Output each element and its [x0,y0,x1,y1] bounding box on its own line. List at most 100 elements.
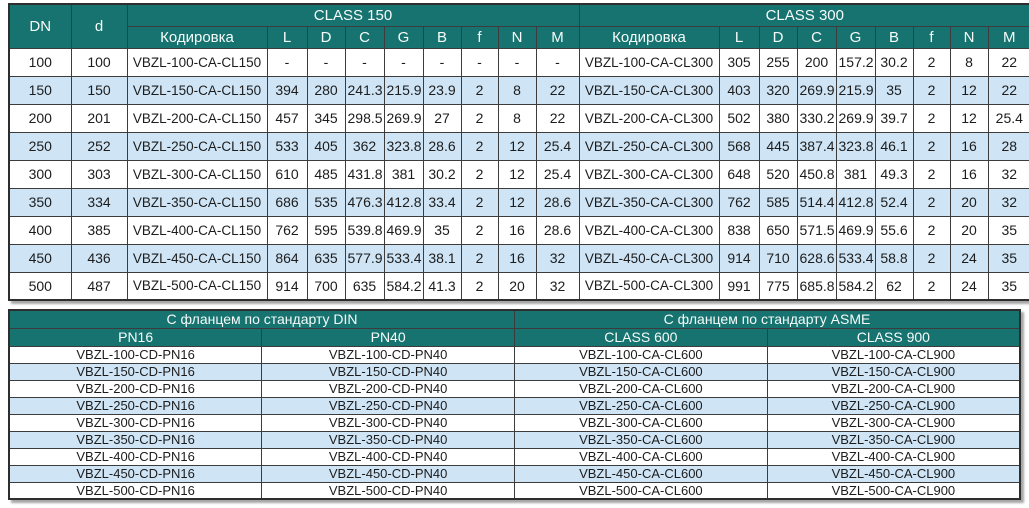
dim-d-cl300: 585 [758,187,798,217]
code-cell-cl150: VBZL-150-CA-CL150 [126,75,268,105]
dim-c-cl150: 362 [344,131,385,161]
dim-m-cl150: 32 [535,243,580,273]
col-header-m-cl150: M [535,25,580,49]
table-row: VBZL-250-CD-PN16 VBZL-250-CD-PN40 VBZL-2… [8,396,1021,415]
dim-g-cl300: 157.2 [835,47,876,77]
code-cell-pn40: VBZL-100-CD-PN40 [261,345,515,364]
dim-f-cl300: 2 [912,131,951,161]
dim-c-cl150: 298.5 [344,103,385,133]
dim-m-cl150: 22 [535,75,580,105]
table-row: VBZL-350-CD-PN16 VBZL-350-CD-PN40 VBZL-3… [8,430,1021,449]
d-cell: 487 [70,271,128,301]
code-cell-cl600: VBZL-150-CA-CL600 [514,362,768,381]
dim-m-cl300: 25.4 [987,103,1029,133]
code-cell-cl300: VBZL-400-CA-CL300 [578,215,720,245]
dim-g-cl300: 469.9 [835,215,876,245]
col-header-c-cl150: C [344,25,385,49]
dim-f-cl150: 2 [460,75,499,105]
dim-l-cl150: 394 [266,75,308,105]
dim-d-cl300: 255 [758,47,798,77]
code-cell-cl300: VBZL-200-CA-CL300 [578,103,720,133]
code-cell-pn40: VBZL-300-CD-PN40 [261,413,515,432]
col-header-n-cl150: N [497,25,537,49]
code-cell-cl600: VBZL-200-CA-CL600 [514,379,768,398]
code-cell-cl150: VBZL-100-CA-CL150 [126,47,268,77]
dim-f-cl150: 2 [460,243,499,273]
code-cell-cl900: VBZL-300-CA-CL900 [766,413,1021,432]
dim-d-cl300: 520 [758,159,798,189]
dim-m-cl150: 28.6 [535,187,580,217]
dim-n-cl300: 8 [949,47,989,77]
dim-d-cl300: 650 [758,215,798,245]
dim-l-cl150: 457 [266,103,308,133]
dim-m-cl300: 22 [987,47,1029,77]
col-header-dn: DN [8,3,72,49]
dim-n-cl150: 12 [497,187,537,217]
dim-m-cl150: 25.4 [535,159,580,189]
dim-b-cl150: 35 [422,215,462,245]
dim-n-cl150: - [497,47,537,77]
col-header-n-cl300: N [949,25,989,49]
dim-b-cl150: 28.6 [422,131,462,161]
group-header-class300: CLASS 300 [578,3,1029,27]
table-row: 150 150 VBZL-150-CA-CL150 394 280 241.3 … [8,75,1029,105]
d-cell: 436 [70,243,128,273]
dim-f-cl150: 2 [460,271,499,301]
dim-c-cl300: 685.8 [796,271,837,301]
dimensions-table-body: 100 100 VBZL-100-CA-CL150 - - - - - - - … [8,47,1029,301]
dim-f-cl150: 2 [460,131,499,161]
dim-l-cl300: 838 [718,215,760,245]
col-header-class600: CLASS 600 [514,327,768,347]
dim-d-cl300: 320 [758,75,798,105]
dim-g-cl150: 469.9 [383,215,424,245]
code-cell-cl600: VBZL-300-CA-CL600 [514,413,768,432]
col-header-code-cl300: Кодировка [578,25,720,49]
code-cell-cl300: VBZL-450-CA-CL300 [578,243,720,273]
dim-c-cl150: - [344,47,385,77]
col-header-pn16: PN16 [8,327,263,347]
col-header-d: d [70,3,128,49]
col-header-f-cl150: f [460,25,499,49]
dim-g-cl300: 381 [835,159,876,189]
dim-g-cl300: 533.4 [835,243,876,273]
col-header-pn40: PN40 [261,327,515,347]
dim-f-cl300: 2 [912,103,951,133]
dim-l-cl300: 502 [718,103,760,133]
d-cell: 252 [70,131,128,161]
code-cell-pn16: VBZL-500-CD-PN16 [8,481,263,500]
col-header-b-cl300: B [874,25,914,49]
flange-codes-table: С фланцем по стандарту DIN С фланцем по … [8,309,1021,500]
table-row: 200 201 VBZL-200-CA-CL150 457 345 298.5 … [8,103,1029,133]
dim-m-cl300: 35 [987,243,1029,273]
dn-cell: 400 [8,215,72,245]
dim-m-cl150: 28.6 [535,215,580,245]
dim-g-cl150: 269.9 [383,103,424,133]
col-header-d-dim-cl150: D [306,25,346,49]
d-cell: 100 [70,47,128,77]
dim-n-cl150: 16 [497,215,537,245]
rating-header-row: PN16 PN40 CLASS 600 CLASS 900 [8,327,1021,347]
dim-d-cl300: 445 [758,131,798,161]
code-cell-cl900: VBZL-350-CA-CL900 [766,430,1021,449]
dn-cell: 450 [8,243,72,273]
code-cell-pn16: VBZL-150-CD-PN16 [8,362,263,381]
dim-b-cl150: 38.1 [422,243,462,273]
dim-n-cl300: 20 [949,215,989,245]
dim-n-cl150: 16 [497,243,537,273]
code-cell-cl900: VBZL-200-CA-CL900 [766,379,1021,398]
dim-l-cl300: 991 [718,271,760,301]
code-cell-cl900: VBZL-250-CA-CL900 [766,396,1021,415]
dim-m-cl300: 32 [987,187,1029,217]
col-header-c-cl300: C [796,25,837,49]
dim-f-cl150: 2 [460,187,499,217]
dim-b-cl150: 23.9 [422,75,462,105]
dim-g-cl150: 412.8 [383,187,424,217]
dim-d-cl300: 380 [758,103,798,133]
dim-c-cl300: 628.6 [796,243,837,273]
dim-m-cl300: 22 [987,75,1029,105]
dim-l-cl150: 686 [266,187,308,217]
col-header-class900: CLASS 900 [766,327,1021,347]
code-cell-pn40: VBZL-500-CD-PN40 [261,481,515,500]
dim-l-cl300: 648 [718,159,760,189]
code-cell-pn40: VBZL-150-CD-PN40 [261,362,515,381]
